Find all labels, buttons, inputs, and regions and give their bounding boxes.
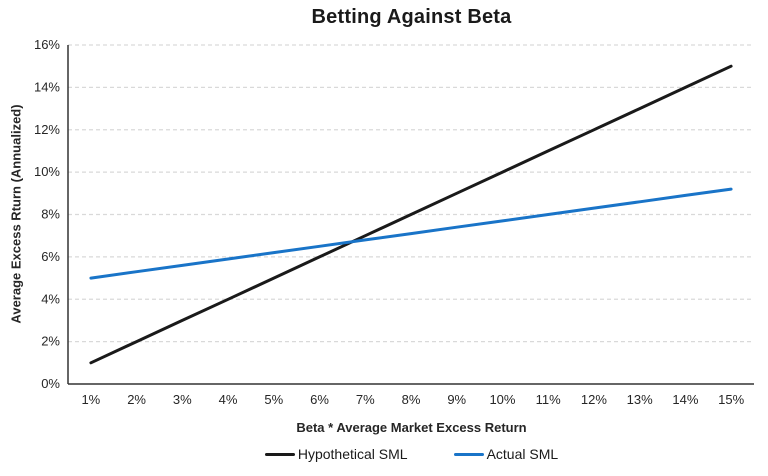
x-tick-label: 7% bbox=[356, 392, 375, 407]
y-tick-label: 0% bbox=[41, 376, 60, 391]
x-tick-label: 2% bbox=[127, 392, 146, 407]
y-tick-label: 12% bbox=[34, 122, 60, 137]
y-tick-label: 14% bbox=[34, 79, 60, 94]
x-tick-label: 13% bbox=[627, 392, 653, 407]
legend-item-actual-sml: Actual SML bbox=[453, 446, 559, 462]
series-line-hypothetical-sml bbox=[89, 64, 733, 365]
x-axis-title: Beta * Average Market Excess Return bbox=[296, 420, 527, 435]
chart-legend: Hypothetical SML Actual SML bbox=[68, 446, 755, 462]
series-line-actual-sml bbox=[89, 187, 733, 280]
x-tick-label: 10% bbox=[489, 392, 515, 407]
y-tick-label: 4% bbox=[41, 291, 60, 306]
x-tick-label: 11% bbox=[536, 392, 561, 407]
x-tick-label: 6% bbox=[310, 392, 329, 407]
x-tick-label: 3% bbox=[173, 392, 192, 407]
x-tick-label: 5% bbox=[264, 392, 283, 407]
x-tick-label: 9% bbox=[447, 392, 466, 407]
x-tick-label: 8% bbox=[402, 392, 421, 407]
y-tick-label: 2% bbox=[41, 334, 60, 349]
x-tick-label: 12% bbox=[581, 392, 607, 407]
x-tick-label: 1% bbox=[81, 392, 100, 407]
y-tick-label: 6% bbox=[41, 249, 60, 264]
x-tick-label: 4% bbox=[219, 392, 238, 407]
legend-line-swatch bbox=[264, 452, 295, 456]
x-tick-label: 15% bbox=[718, 392, 744, 407]
legend-line-swatch bbox=[453, 452, 484, 456]
x-tick-label: 14% bbox=[672, 392, 698, 407]
y-tick-label: 8% bbox=[41, 207, 60, 222]
legend-label: Actual SML bbox=[486, 446, 559, 462]
y-tick-label: 10% bbox=[34, 164, 60, 179]
chart-title: Betting Against Beta bbox=[311, 6, 512, 28]
y-tick-label: 16% bbox=[34, 37, 60, 52]
legend-item-hypothetical-sml: Hypothetical SML bbox=[264, 446, 408, 462]
legend-label: Hypothetical SML bbox=[297, 446, 408, 462]
